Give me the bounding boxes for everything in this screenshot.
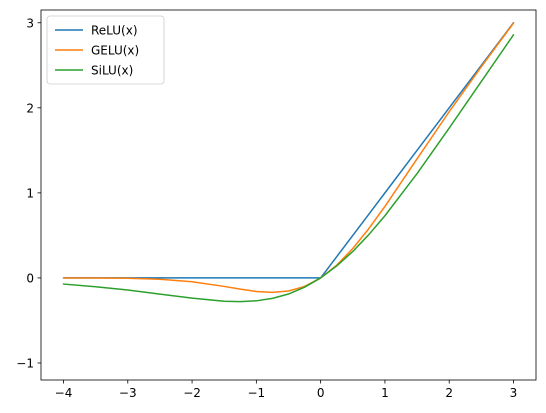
- x-tick-label: 3: [510, 386, 518, 400]
- x-tick-label: 0: [317, 386, 325, 400]
- y-tick-label: 2: [26, 101, 34, 115]
- legend: ReLU(x) GELU(x) SiLU(x): [46, 15, 165, 85]
- series-line-2: [62, 22, 515, 294]
- x-tick-label: −1: [248, 386, 266, 400]
- series-layer: [62, 22, 515, 303]
- y-tick-label: 3: [26, 16, 34, 30]
- y-tick-label: 1: [26, 186, 34, 200]
- x-tick-label: 1: [381, 386, 389, 400]
- y-tick-label: 0: [26, 271, 34, 285]
- legend-box: [46, 15, 165, 85]
- series-line-3: [62, 34, 515, 303]
- x-axis-ticks: −4 −3 −2 −1 0 1 2 3: [55, 380, 518, 400]
- x-tick-label: −3: [119, 386, 137, 400]
- y-tick-label: −1: [16, 356, 34, 370]
- x-tick-label: −2: [183, 386, 201, 400]
- series-line-1: [62, 22, 515, 279]
- legend-label: GELU(x): [91, 44, 139, 58]
- x-tick-label: 2: [445, 386, 453, 400]
- legend-label: ReLU(x): [91, 24, 138, 38]
- legend-label: SiLU(x): [91, 64, 133, 78]
- x-tick-label: −4: [55, 386, 73, 400]
- y-axis-ticks: −1 0 1 2 3: [16, 16, 41, 370]
